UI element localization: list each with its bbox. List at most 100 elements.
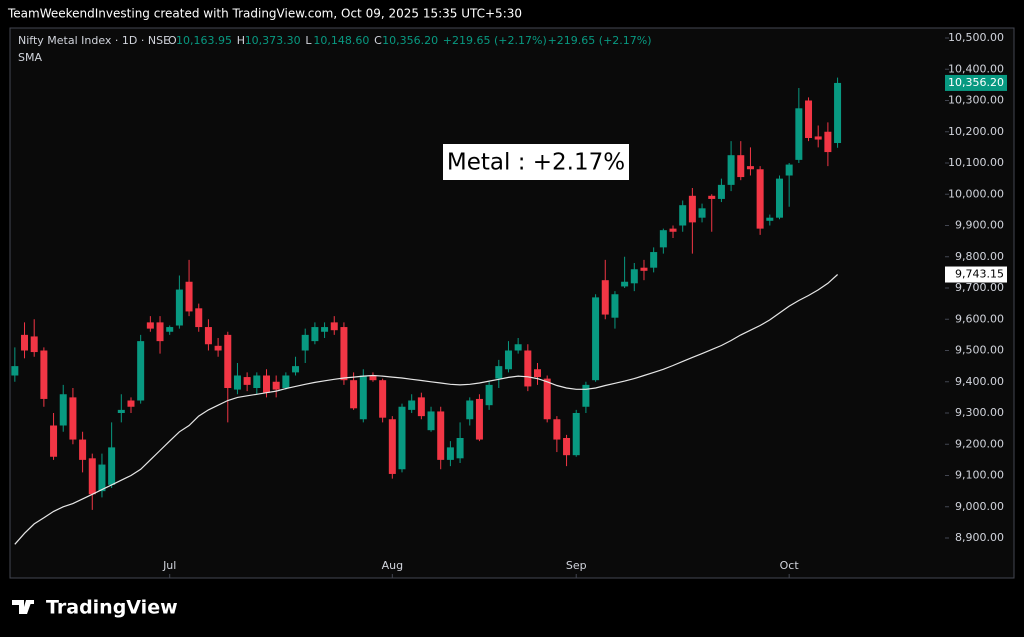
candle-body	[630, 269, 638, 284]
candle-body	[50, 425, 58, 457]
candle-body	[611, 294, 619, 318]
candle-body	[834, 82, 842, 144]
candle-body	[427, 411, 435, 431]
candle-body	[233, 375, 241, 390]
candle-body	[737, 155, 745, 178]
candle-body	[369, 375, 377, 381]
candle-body	[282, 375, 290, 388]
candle-body	[292, 366, 300, 373]
legend-value: 10,356.20	[382, 34, 438, 47]
candle-body	[814, 136, 822, 140]
candle-body	[359, 375, 367, 420]
candle-body	[204, 327, 212, 345]
candle-body	[127, 400, 135, 407]
x-tick-label: Jul	[162, 559, 176, 572]
candle-body	[495, 366, 503, 379]
y-tick-label: 9,200.00	[955, 437, 1004, 450]
candle-body	[69, 397, 77, 440]
candle-body	[311, 327, 319, 342]
candle-body	[553, 419, 561, 440]
plot: 8,900.00 9,000.00 9,100.00 9,200.00 9,300.00…	[11, 31, 1007, 578]
candle-body	[272, 381, 280, 390]
y-tick-label: 9,800.00	[955, 250, 1004, 263]
candle-body	[563, 438, 571, 456]
legend-change: +219.65 (+2.17%)	[548, 34, 652, 47]
candle-body	[688, 195, 696, 223]
legend-key: O	[168, 34, 177, 47]
candle-body	[766, 217, 774, 221]
logo: TradingView	[12, 597, 178, 619]
y-tick-label: 10,000.00	[948, 187, 1004, 200]
y-tick-label: 9,000.00	[955, 500, 1004, 513]
legend-change: +219.65 (+2.17%)	[443, 34, 547, 47]
candle-body	[746, 166, 754, 170]
legend-key: H	[237, 34, 245, 47]
candle-body	[592, 297, 600, 381]
legend-value: 10,373.30	[245, 34, 301, 47]
annotation: Metal : +2.17%	[447, 150, 625, 176]
y-tick-label: 9,300.00	[955, 406, 1004, 419]
candle-body	[785, 164, 793, 176]
y-tick-label: 10,400.00	[948, 62, 1004, 75]
candle-body	[388, 419, 396, 474]
y-tick-label: 9,600.00	[955, 312, 1004, 325]
candle-body	[301, 334, 309, 351]
candle-body	[475, 398, 483, 440]
candle-body	[117, 409, 125, 413]
candle-body	[321, 327, 329, 332]
candle-body	[350, 380, 358, 409]
candle-body	[146, 322, 154, 329]
candle-body	[679, 205, 687, 226]
symbol: Nifty Metal Index · 1D · NSE	[18, 34, 170, 47]
candle-body	[543, 378, 551, 420]
candle-body	[195, 308, 203, 328]
candle-body	[446, 447, 454, 460]
sma-legend: SMA	[18, 51, 42, 64]
candle-body	[650, 252, 658, 268]
candle-body	[340, 327, 348, 381]
chart-frame	[9, 27, 1015, 579]
candle-body	[572, 413, 580, 456]
annotation-box	[443, 144, 629, 180]
y-tick-label: 9,700.00	[955, 281, 1004, 294]
candle-body	[621, 281, 629, 287]
candle-body	[175, 289, 183, 326]
legend-value: 10,148.60	[313, 34, 369, 47]
candle-body	[379, 380, 387, 418]
candle-body	[504, 350, 512, 370]
candle-body	[437, 411, 445, 460]
candle-body	[156, 322, 164, 342]
candle-body	[40, 350, 48, 399]
y-tick-label: 9,500.00	[955, 344, 1004, 357]
y-tick-label: 10,300.00	[948, 94, 1004, 107]
candle-body	[582, 384, 590, 407]
candle-body	[59, 394, 67, 426]
candle-body	[21, 334, 29, 351]
x-tick-label: Oct	[780, 559, 800, 572]
y-tick-label: 8,900.00	[955, 531, 1004, 544]
candle-body	[79, 439, 87, 460]
candle-body	[466, 400, 474, 420]
last-price-box	[945, 74, 1007, 91]
candle-body	[185, 281, 193, 312]
logo-text: TradingView	[46, 597, 178, 619]
candle-body	[717, 184, 725, 199]
y-tick-label: 9,400.00	[955, 375, 1004, 388]
candle-body	[417, 397, 425, 417]
candle-body	[601, 280, 609, 315]
legend-key: L	[305, 34, 312, 47]
candle-body	[698, 208, 706, 218]
candle-body	[640, 267, 648, 271]
candle-body	[88, 458, 96, 495]
candle-body	[108, 447, 116, 485]
y-tick-label: 9,900.00	[955, 219, 1004, 232]
candle-body	[11, 366, 19, 376]
ohlc-legend: O 10,163.95 H 10,373.30 L 10,148.60 C 10,356.20…	[168, 34, 652, 47]
candle-body	[330, 322, 338, 331]
candle-body	[456, 438, 464, 459]
candle-body	[669, 228, 677, 232]
y-tick-label: 10,100.00	[948, 156, 1004, 169]
candle-body	[824, 131, 832, 153]
candle-body	[224, 334, 232, 388]
